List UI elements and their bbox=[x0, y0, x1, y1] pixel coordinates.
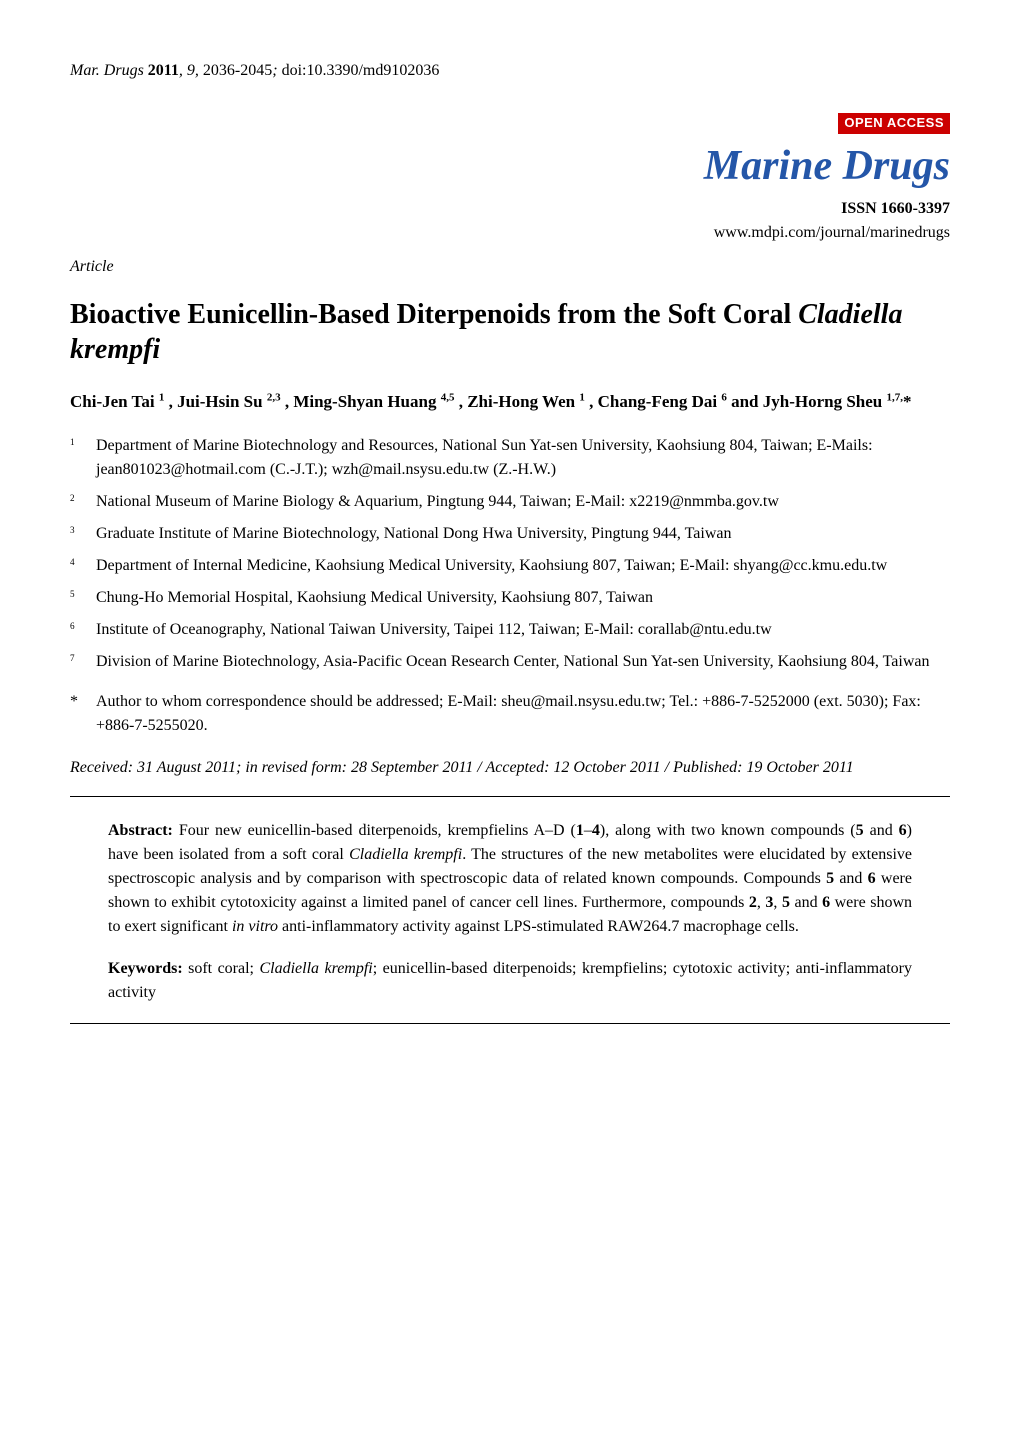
author-5-affil: 6 bbox=[721, 391, 727, 403]
rule-top bbox=[70, 796, 950, 797]
affiliation-num: 5 bbox=[70, 586, 96, 610]
correspondence-marker: * bbox=[70, 690, 96, 738]
affiliations: 1 Department of Marine Biotechnology and… bbox=[70, 434, 950, 674]
corresponding-star: * bbox=[903, 392, 912, 411]
article-type-label: Article bbox=[70, 256, 950, 278]
affiliation-text: Graduate Institute of Marine Biotechnolo… bbox=[96, 522, 950, 546]
abstract: Abstract: Four new eunicellin-based dite… bbox=[108, 819, 912, 939]
rule-bottom bbox=[70, 1023, 950, 1024]
author-list: Chi-Jen Tai 1 , Jui-Hsin Su 2,3 , Ming-S… bbox=[70, 389, 950, 415]
author-1-affil: 1 bbox=[159, 391, 165, 403]
correspondence-text: Author to whom correspondence should be … bbox=[96, 690, 950, 738]
journal-volume: 9 bbox=[187, 62, 195, 79]
affiliation-text: National Museum of Marine Biology & Aqua… bbox=[96, 490, 950, 514]
author-2-affil: 2,3 bbox=[267, 391, 281, 403]
affiliation-num: 2 bbox=[70, 490, 96, 514]
author-2: , Jui-Hsin Su bbox=[169, 392, 267, 411]
author-1: Chi-Jen Tai bbox=[70, 392, 159, 411]
affiliation-row: 1 Department of Marine Biotechnology and… bbox=[70, 434, 950, 482]
issn: ISSN 1660-3397 bbox=[70, 198, 950, 220]
journal-pages: 2036-2045 bbox=[203, 62, 272, 79]
running-header: Mar. Drugs 2011, 9, 2036-2045; doi:10.33… bbox=[70, 60, 950, 82]
affiliation-row: 2 National Museum of Marine Biology & Aq… bbox=[70, 490, 950, 514]
affiliation-num: 6 bbox=[70, 618, 96, 642]
abstract-label: Abstract: bbox=[108, 822, 173, 839]
affiliation-text: Institute of Oceanography, National Taiw… bbox=[96, 618, 950, 642]
affiliation-text: Division of Marine Biotechnology, Asia-P… bbox=[96, 650, 950, 674]
keywords-label: Keywords: bbox=[108, 960, 183, 977]
affiliation-num: 4 bbox=[70, 554, 96, 578]
author-6: and Jyh-Horng Sheu bbox=[731, 392, 886, 411]
author-4-affil: 1 bbox=[579, 391, 585, 403]
affiliation-row: 4 Department of Internal Medicine, Kaohs… bbox=[70, 554, 950, 578]
journal-abbrev: Mar. Drugs bbox=[70, 62, 144, 79]
affiliation-num: 3 bbox=[70, 522, 96, 546]
affiliation-row: 6 Institute of Oceanography, National Ta… bbox=[70, 618, 950, 642]
affiliation-row: 7 Division of Marine Biotechnology, Asia… bbox=[70, 650, 950, 674]
journal-year: 2011 bbox=[148, 62, 179, 79]
author-6-affil: 1,7, bbox=[887, 391, 904, 403]
journal-url: www.mdpi.com/journal/marinedrugs bbox=[70, 222, 950, 244]
affiliation-row: 5 Chung-Ho Memorial Hospital, Kaohsiung … bbox=[70, 586, 950, 610]
article-title: Bioactive Eunicellin-Based Diterpenoids … bbox=[70, 297, 950, 367]
doi: doi:10.3390/md9102036 bbox=[282, 62, 440, 79]
affiliation-text: Department of Internal Medicine, Kaohsiu… bbox=[96, 554, 950, 578]
title-plain: Bioactive Eunicellin-Based Diterpenoids … bbox=[70, 299, 798, 330]
affiliation-text: Chung-Ho Memorial Hospital, Kaohsiung Me… bbox=[96, 586, 950, 610]
author-5: , Chang-Feng Dai bbox=[589, 392, 721, 411]
abstract-block: Abstract: Four new eunicellin-based dite… bbox=[70, 819, 950, 1005]
author-3-affil: 4,5 bbox=[441, 391, 455, 403]
affiliation-text: Department of Marine Biotechnology and R… bbox=[96, 434, 950, 482]
journal-title: Marine Drugs bbox=[70, 137, 950, 196]
affiliation-num: 1 bbox=[70, 434, 96, 482]
author-4: , Zhi-Hong Wen bbox=[459, 392, 580, 411]
keywords: Keywords: soft coral; Cladiella krempfi;… bbox=[108, 957, 912, 1005]
correspondence: * Author to whom correspondence should b… bbox=[70, 690, 950, 738]
open-access-badge: OPEN ACCESS bbox=[838, 113, 950, 133]
article-dates: Received: 31 August 2011; in revised for… bbox=[70, 756, 950, 780]
affiliation-row: 3 Graduate Institute of Marine Biotechno… bbox=[70, 522, 950, 546]
journal-masthead: OPEN ACCESS Marine Drugs ISSN 1660-3397 … bbox=[70, 112, 950, 244]
author-3: , Ming-Shyan Huang bbox=[285, 392, 441, 411]
affiliation-num: 7 bbox=[70, 650, 96, 674]
